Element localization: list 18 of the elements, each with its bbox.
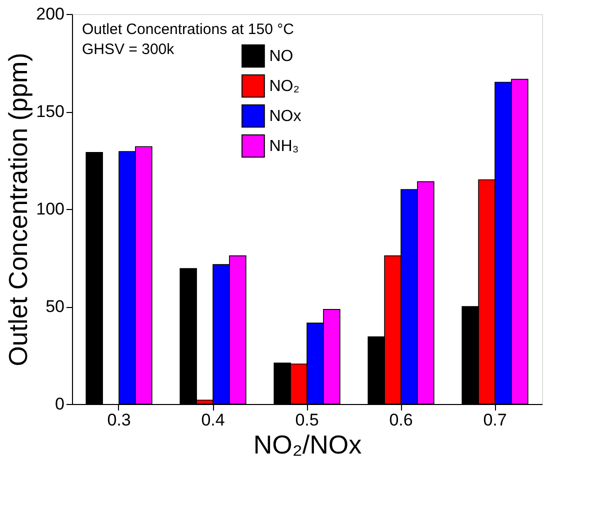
y-axis-title: Outlet Concentration (ppm) <box>3 52 34 366</box>
y-tick-label: 100 <box>36 200 64 218</box>
y-tick-label: 50 <box>46 297 64 316</box>
x-tick-label: 0.6 <box>389 410 413 430</box>
legend-label: NH₃ <box>269 138 299 155</box>
x-tick-label: 0.3 <box>107 410 131 430</box>
y-tick-label: 150 <box>36 102 64 121</box>
legend-label: NOx <box>269 108 302 125</box>
y-tick-label: 0 <box>55 394 64 414</box>
x-axis-title: NO₂/NOx <box>253 430 362 460</box>
y-tick-label: 200 <box>36 4 64 24</box>
x-tick-label: 0.4 <box>201 410 225 430</box>
legend-label: NO₂ <box>269 78 300 95</box>
x-tick-label: 0.7 <box>483 410 507 430</box>
annotation: Outlet Concentrations at 150 °C <box>82 21 294 38</box>
legend-label: NO <box>269 48 294 65</box>
annotation: GHSV = 300k <box>82 41 175 58</box>
x-tick-label: 0.5 <box>295 410 319 430</box>
